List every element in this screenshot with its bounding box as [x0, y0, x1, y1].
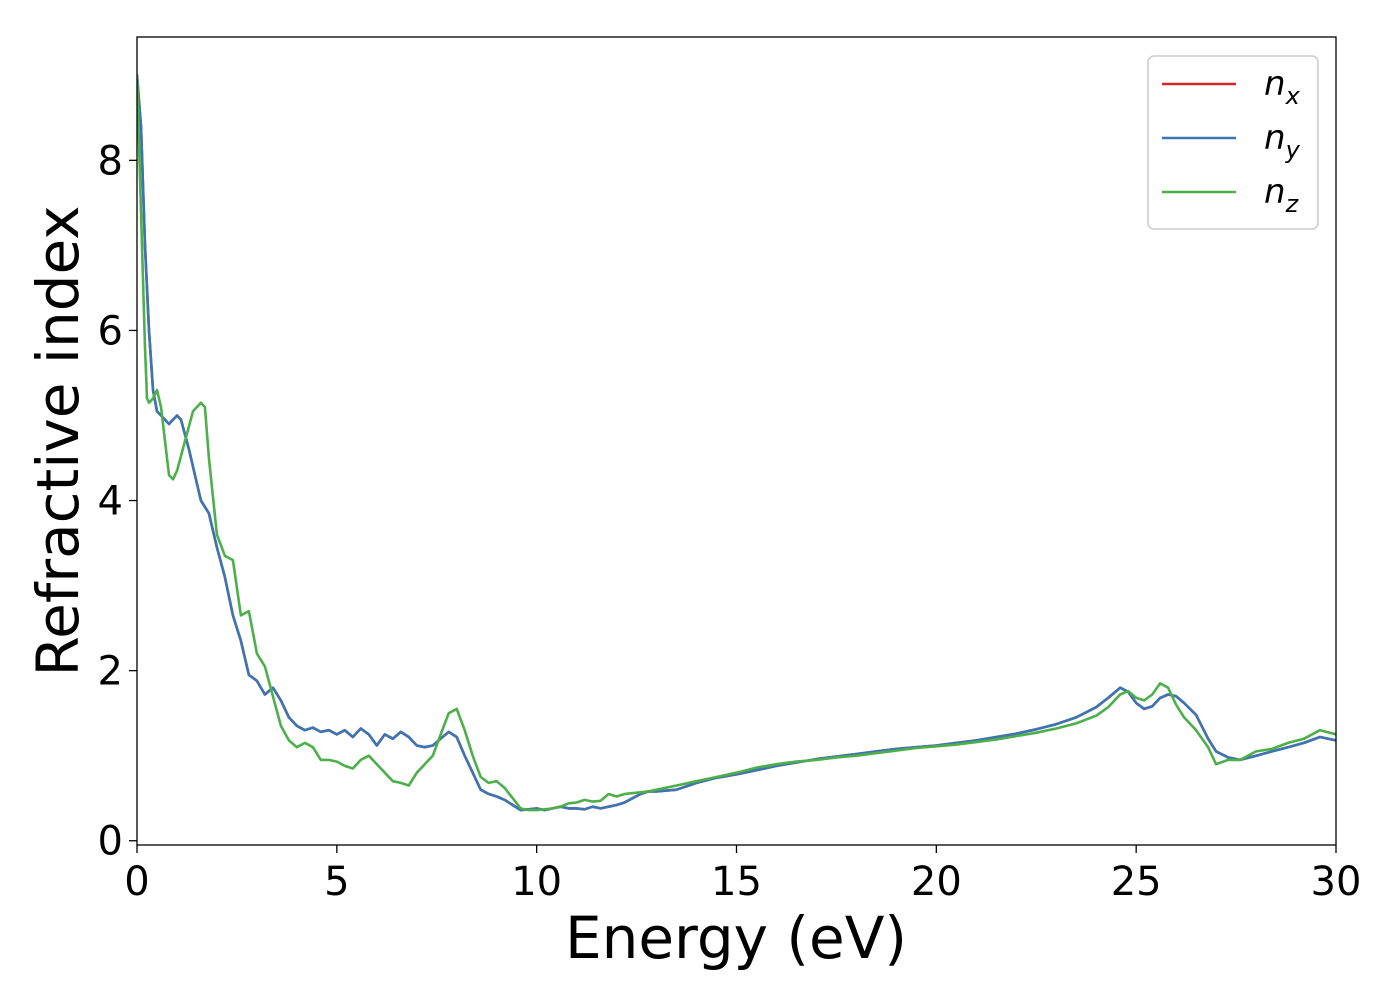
y-axis-label: Refractive index — [24, 205, 92, 676]
legend-box — [1147, 55, 1319, 230]
y-tick-label: 0 — [98, 819, 123, 865]
x-tick-label: 0 — [124, 859, 149, 905]
legend: nx ny nz — [1147, 55, 1319, 230]
legend-label-x: nx — [1264, 64, 1301, 110]
y-tick-label: 2 — [98, 649, 123, 695]
y-tick-label: 8 — [98, 138, 123, 184]
x-tick-label: 15 — [711, 859, 762, 905]
legend-label-y: ny — [1264, 118, 1301, 164]
x-tick-label: 5 — [324, 859, 349, 905]
x-tick-label: 25 — [1111, 859, 1162, 905]
y-tick-label: 6 — [98, 308, 123, 354]
legend-label-z: nz — [1264, 172, 1300, 218]
x-axis-label: Energy (eV) — [565, 904, 907, 972]
x-tick-label: 10 — [511, 859, 562, 905]
x-tick-label: 30 — [1311, 859, 1362, 905]
plot-lines — [137, 74, 1336, 812]
x-axis-ticks: 0 5 10 15 20 25 30 — [124, 845, 1361, 905]
y-tick-label: 4 — [98, 479, 123, 525]
x-tick-label: 20 — [911, 859, 962, 905]
y-axis-ticks: 0 2 4 6 8 — [98, 138, 137, 865]
series-line-z — [137, 74, 1336, 812]
